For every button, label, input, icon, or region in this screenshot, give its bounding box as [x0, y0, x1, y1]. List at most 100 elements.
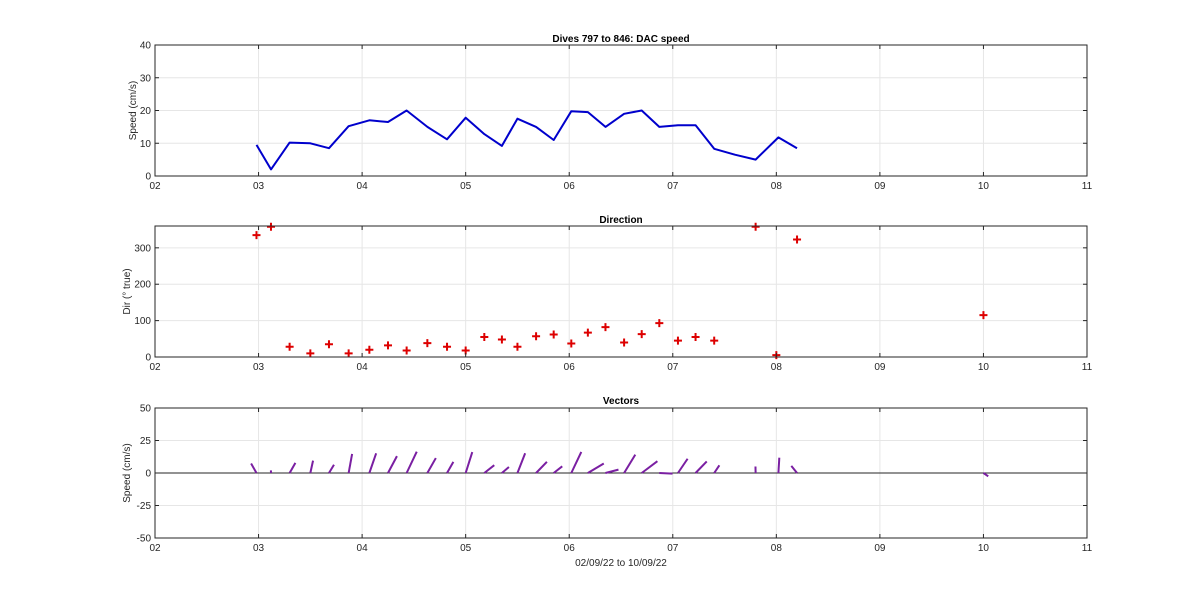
vector-stick [535, 461, 548, 474]
speed-series-line [255, 109, 798, 171]
direction-xtick-label: 11 [1082, 362, 1093, 373]
vectors-ylabel: Speed (cm/s) [122, 443, 133, 502]
speed-xtick-label: 04 [357, 181, 369, 192]
direction-xtick-label: 04 [357, 362, 369, 373]
direction-point [384, 341, 392, 350]
vector-stick [694, 460, 708, 474]
vector-stick [483, 464, 495, 474]
direction-point [567, 339, 576, 348]
direction-yticks: 0 100 200 300 [134, 243, 1087, 364]
vector-stick [587, 462, 605, 474]
direction-point [710, 336, 719, 345]
speed-yticks: 0 10 20 30 40 [140, 41, 1087, 183]
vector-stick [464, 451, 474, 474]
speed-title: Dives 797 to 846: DAC speed [552, 34, 689, 45]
speed-ytick-label: 20 [140, 106, 152, 117]
vectors-xtick-label: 02 [149, 543, 161, 554]
direction-point [423, 339, 432, 348]
direction-point [673, 336, 682, 345]
vector-stick [516, 452, 527, 474]
speed-xtick-label: 09 [874, 181, 886, 192]
vector-stick [328, 464, 335, 474]
direction-xtick-label: 08 [771, 362, 783, 373]
direction-ytick-label: 200 [134, 280, 151, 291]
direction-point [620, 338, 629, 347]
direction-point [532, 332, 541, 341]
vector-stick [446, 461, 455, 474]
vectors-xticks: 02 03 04 05 06 07 08 09 10 11 [149, 408, 1093, 554]
vector-stick [605, 468, 619, 474]
vector-stick [426, 457, 437, 474]
direction-point [497, 335, 506, 344]
speed-xtick-label: 08 [771, 181, 783, 192]
vectors-ytick-label: 25 [140, 436, 152, 447]
panel-speed: 02 03 04 05 06 07 08 09 10 11 0 10 20 30 40 Dives 797… [128, 34, 1093, 192]
vectors-title: Vectors [603, 396, 640, 407]
vectors-xtick-label: 10 [978, 543, 990, 554]
vector-stick [777, 457, 781, 474]
direction-ytick-label: 100 [134, 316, 151, 327]
direction-point [344, 349, 353, 358]
vector-stick [368, 452, 378, 474]
vectors-xtick-label: 08 [771, 543, 783, 554]
figure-xlabel: 02/09/22 to 10/09/22 [575, 558, 667, 569]
direction-point [751, 222, 760, 231]
direction-point [793, 235, 802, 244]
direction-point [324, 340, 333, 349]
direction-title: Direction [599, 215, 642, 226]
vector-stick [553, 465, 563, 474]
vectors-xtick-label: 04 [357, 543, 369, 554]
panel-vectors: 02 03 04 05 06 07 08 09 10 11 -50 -25 0 25 50 Vectors… [122, 396, 1093, 554]
speed-ytick-label: 30 [140, 73, 152, 84]
direction-point [252, 231, 261, 240]
vectors-xtick-label: 03 [253, 543, 265, 554]
vector-stick [405, 451, 418, 474]
direction-xtick-label: 10 [978, 362, 990, 373]
speed-xtick-label: 10 [978, 181, 990, 192]
direction-point [402, 346, 411, 355]
direction-point [513, 342, 522, 351]
speed-xtick-label: 07 [667, 181, 679, 192]
direction-point [266, 222, 275, 231]
speed-ytick-label: 0 [145, 172, 151, 183]
direction-ytick-label: 0 [145, 353, 151, 364]
speed-ytick-label: 40 [140, 41, 152, 52]
direction-point [691, 332, 700, 341]
vector-stick [347, 453, 354, 474]
speed-ytick-label: 10 [140, 139, 152, 150]
vectors-ytick-label: -50 [137, 534, 152, 545]
direction-xtick-label: 05 [460, 362, 472, 373]
vectors-ytick-label: -25 [137, 501, 152, 512]
direction-point [601, 323, 610, 332]
direction-ylabel: Dir (° true) [122, 268, 133, 314]
vector-stick [501, 466, 510, 474]
direction-point [655, 319, 664, 328]
speed-xticks: 02 03 04 05 06 07 08 09 10 11 [149, 45, 1093, 192]
direction-point [549, 330, 558, 339]
speed-xtick-label: 02 [149, 181, 161, 192]
vector-stick [790, 465, 798, 474]
direction-point [979, 311, 988, 320]
speed-ylabel: Speed (cm/s) [128, 81, 139, 140]
speed-xtick-label: 11 [1082, 181, 1093, 192]
speed-xtick-label: 03 [253, 181, 265, 192]
vectors-xtick-label: 11 [1082, 543, 1093, 554]
speed-marks [255, 109, 798, 171]
vector-stick [677, 458, 689, 474]
direction-marks [252, 222, 988, 360]
vectors-marks [155, 451, 1087, 478]
direction-axes-frame [154, 225, 1088, 358]
direction-xtick-label: 03 [253, 362, 265, 373]
direction-point [583, 328, 592, 337]
vector-stick [250, 463, 258, 474]
direction-xtick-label: 09 [874, 362, 886, 373]
vector-stick [982, 472, 989, 478]
vector-stick [623, 454, 637, 474]
direction-point [443, 342, 452, 351]
direction-point [637, 330, 646, 339]
direction-xticks: 02 03 04 05 06 07 08 09 10 11 [149, 226, 1093, 373]
vectors-xtick-label: 07 [667, 543, 679, 554]
vectors-xtick-label: 06 [564, 543, 576, 554]
vectors-xtick-label: 05 [460, 543, 472, 554]
